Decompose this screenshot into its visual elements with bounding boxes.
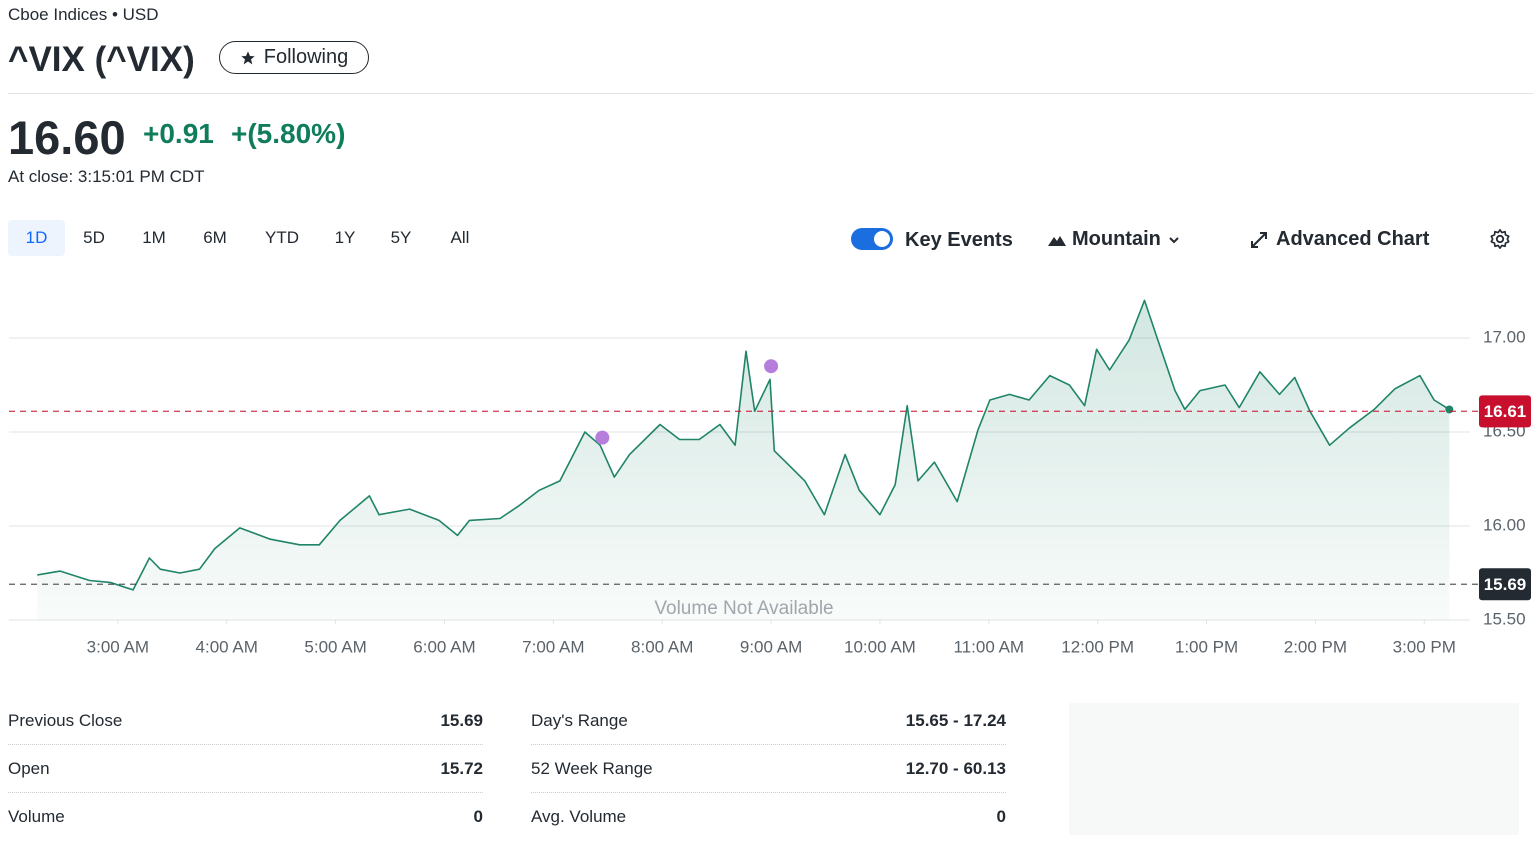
stats-row: Open 15.72 — [8, 745, 483, 793]
symbol-title: ^VIX (^VIX) — [8, 40, 195, 79]
stat-label: Volume — [8, 807, 65, 826]
range-tab[interactable]: All — [450, 228, 470, 247]
stat-value: 0 — [996, 807, 1006, 826]
follow-button[interactable]: Following — [219, 41, 369, 74]
x-tick-label: 10:00 AM — [844, 637, 916, 656]
x-tick-label: 7:00 AM — [522, 637, 584, 656]
x-tick-label: 11:00 AM — [954, 637, 1025, 656]
stat-label: 52 Week Range — [531, 758, 653, 778]
x-tick-label: 6:00 AM — [413, 637, 475, 656]
x-tick-label: 5:00 AM — [304, 637, 366, 656]
close-time: At close: 3:15:01 PM CDT — [8, 167, 205, 186]
stats-row: Avg. Volume 0 — [531, 793, 1006, 841]
follow-label: Following — [263, 46, 349, 68]
y-tick-label: 15.50 — [1483, 609, 1526, 628]
stat-value: 15.69 — [440, 710, 483, 730]
last-point — [1445, 405, 1454, 414]
range-tab[interactable]: 5D — [83, 228, 105, 247]
separator — [8, 93, 1533, 94]
stat-label: Avg. Volume — [531, 807, 627, 826]
exchange: Cboe Indices • USD — [8, 5, 159, 24]
key-event — [595, 430, 610, 445]
x-tick-label: 3:00 PM — [1393, 637, 1456, 656]
x-tick-label: 12:00 PM — [1061, 637, 1134, 656]
key-event — [764, 359, 779, 374]
advanced-chart-link[interactable]: Advanced Chart — [1250, 228, 1429, 251]
reference-label: 16.61 — [1484, 402, 1527, 421]
x-tick-label: 8:00 AM — [631, 637, 693, 656]
mountain-icon — [1048, 235, 1066, 246]
reference-label: 15.69 — [1484, 575, 1527, 594]
y-tick-label: 17.00 — [1483, 327, 1526, 346]
volume-note: Volume Not Available — [654, 598, 833, 619]
y-tick-label: 16.00 — [1483, 515, 1526, 534]
chart-type-label: Mountain — [1072, 228, 1161, 250]
range-tab[interactable]: 6M — [203, 228, 227, 247]
x-tick-label: 3:00 AM — [87, 637, 149, 656]
settings-button[interactable] — [1489, 228, 1511, 255]
stat-value: 15.65 - 17.24 — [905, 710, 1006, 730]
range-tab[interactable]: 1M — [142, 228, 166, 247]
stats-row: Volume 0 — [8, 793, 483, 841]
x-tick-label: 9:00 AM — [740, 637, 802, 656]
advanced-chart-label: Advanced Chart — [1276, 228, 1430, 250]
stat-value: 0 — [473, 807, 483, 826]
stat-label: Open — [8, 758, 50, 778]
price-change-pct: +(5.80%) — [231, 118, 346, 149]
stat-label: Previous Close — [8, 710, 123, 730]
stat-label: Day's Range — [531, 710, 628, 730]
reference-label-box — [1479, 395, 1531, 428]
stat-value: 12.70 - 60.13 — [905, 758, 1006, 778]
x-tick-label: 1:00 PM — [1175, 637, 1238, 656]
x-tick-label: 2:00 PM — [1284, 637, 1347, 656]
area-fill — [37, 300, 1450, 620]
star-icon — [241, 50, 255, 64]
price-line — [37, 299, 1450, 591]
x-tick-label: 4:00 AM — [196, 637, 258, 656]
range-tab[interactable]: YTD — [265, 228, 299, 247]
range-tab[interactable]: 1Y — [334, 228, 356, 247]
stats-row: Day's Range 15.65 - 17.24 — [531, 697, 1006, 745]
price-change: +0.91 — [143, 118, 214, 149]
range-tab[interactable]: 1D — [8, 220, 65, 256]
key-events-toggle[interactable] — [851, 228, 893, 250]
chevron-icon — [1169, 236, 1179, 243]
stats-row: Previous Close 15.69 — [8, 697, 483, 745]
stats-column: Previous Close 15.69 Open 15.72 Volume 0 — [8, 697, 483, 841]
key-events-label[interactable]: Key Events — [905, 229, 1013, 251]
stat-value: 15.72 — [440, 758, 483, 778]
stats-column: Day's Range 15.65 - 17.24 52 Week Range 12.… — [531, 697, 1006, 841]
gear-icon — [1490, 229, 1510, 249]
expand-icon — [1251, 231, 1267, 248]
range-tab[interactable]: 5Y — [390, 228, 412, 247]
reference-label-box — [1479, 568, 1531, 601]
ad-placeholder — [1069, 703, 1519, 835]
price: 16.60 — [8, 111, 126, 164]
chart-type-menu[interactable]: Mountain — [1048, 228, 1181, 251]
stats-row: 52 Week Range 12.70 - 60.13 — [531, 745, 1006, 793]
